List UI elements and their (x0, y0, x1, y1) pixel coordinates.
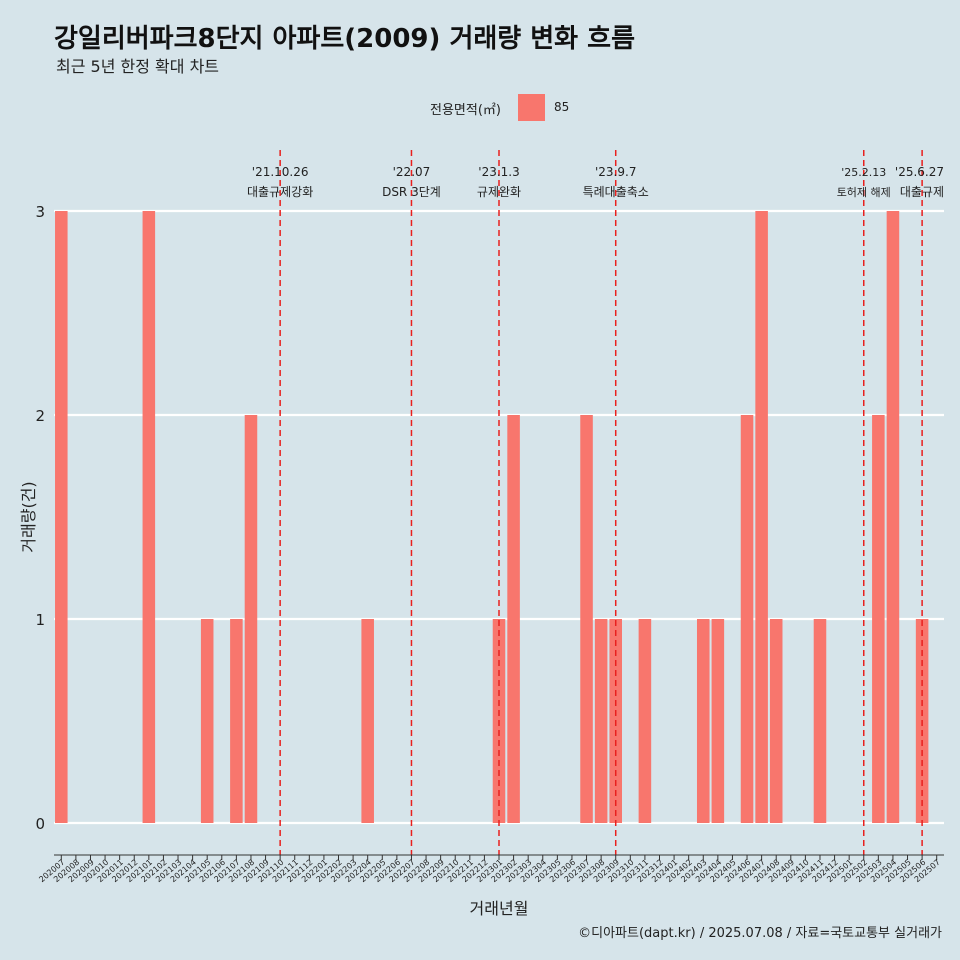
event-label: 대출규제강화 (247, 185, 313, 199)
bar (507, 415, 520, 823)
chart-subtitle: 최근 5년 한정 확대 차트 (56, 57, 220, 76)
event-date: '21.10.26 (252, 165, 309, 179)
legend: 전용면적(㎡) 85 (0, 93, 960, 121)
y-tick-label: 3 (35, 203, 45, 221)
bar-layer (55, 211, 929, 823)
event-label: 대출규제 (900, 185, 944, 199)
bar (230, 619, 243, 823)
y-tick-label: 0 (35, 815, 45, 833)
y-tick-label: 2 (35, 407, 45, 425)
legend-swatch (518, 94, 545, 121)
bar (696, 619, 710, 823)
bar (580, 415, 593, 823)
bar (142, 211, 156, 823)
y-tick-label: 1 (35, 611, 45, 629)
legend-label: 85 (554, 100, 570, 114)
event-date: '25.6.27 (895, 165, 944, 179)
bar (886, 211, 900, 823)
bar (872, 415, 885, 823)
event-date: '25.2.13 (841, 166, 886, 179)
event-date: '22.07 (393, 165, 431, 179)
bar (594, 619, 608, 823)
source-caption: ©디아파트(dapt.kr) / 2025.07.08 / 자료=국토교통부 실… (578, 926, 942, 941)
chart-title: 강일리버파크8단지 아파트(2009) 거래량 변화 흐름 (54, 24, 635, 54)
bar (638, 619, 652, 823)
y-axis-title: 거래량(건) (19, 481, 38, 552)
axis-layer: 0123202007202008202009202010202011202012… (19, 203, 944, 918)
event-label: 규제완화 (477, 185, 521, 199)
bar (711, 619, 725, 823)
bar (740, 415, 754, 823)
x-axis-title: 거래년월 (470, 899, 529, 918)
event-label: 토허제 해제 (837, 185, 891, 199)
event-date: '23.9.7 (595, 165, 636, 179)
event-label: 특례대출축소 (583, 185, 649, 199)
bar (361, 619, 374, 823)
bar (755, 211, 768, 823)
event-layer: '21.10.26 대출규제강화 '22.07 DSR 3단계 '23.1.3 규제완화 '… (247, 150, 944, 855)
event-date: '23.1.3 (478, 165, 519, 179)
bar (200, 619, 214, 823)
legend-title: 전용면적(㎡) (430, 103, 501, 118)
event-label: DSR 3단계 (382, 185, 441, 199)
bar (244, 415, 258, 823)
bar (813, 619, 827, 823)
bar (769, 619, 783, 823)
bar (55, 211, 68, 823)
